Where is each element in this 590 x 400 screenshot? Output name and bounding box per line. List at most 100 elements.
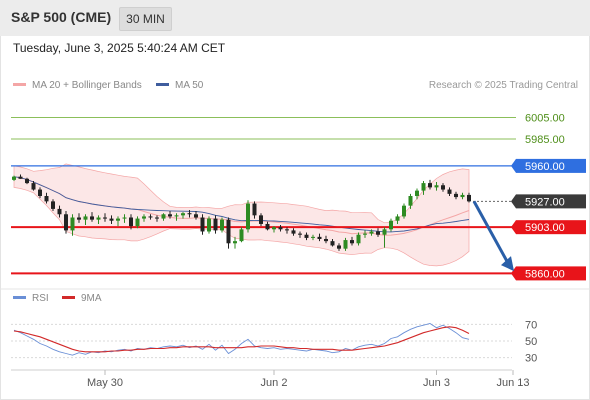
candle-body <box>12 176 16 180</box>
x-tick-label: Jun 13 <box>496 377 529 389</box>
candle-body <box>135 218 140 227</box>
candle-body <box>70 217 75 231</box>
ma50-legend-label: MA 50 <box>175 80 204 91</box>
candle-body <box>415 190 419 196</box>
candle-body <box>31 183 36 190</box>
candle-body <box>207 218 211 232</box>
candle-body <box>239 229 244 242</box>
level-label: 5960.00 <box>525 161 565 173</box>
timeframe-button[interactable]: 30 MIN <box>119 7 172 31</box>
rsi-legend-label: RSI <box>32 293 49 304</box>
candle-body <box>421 183 426 191</box>
candle-body <box>252 203 257 216</box>
candle-body <box>350 240 354 244</box>
level-tag-support <box>516 266 586 281</box>
candle-body <box>148 216 153 218</box>
level-label: 5927.00 <box>525 196 565 208</box>
candle-body <box>213 218 218 231</box>
candle-body <box>265 223 270 230</box>
candle-body <box>122 217 127 219</box>
ma50-swatch <box>156 82 169 86</box>
candle-body <box>57 208 62 215</box>
candle-body <box>382 229 387 235</box>
candle-body <box>291 230 296 234</box>
candle-body <box>226 219 231 244</box>
candle-body <box>259 215 263 224</box>
bollinger-legend-label: MA 20 + Bollinger Bands <box>32 80 142 91</box>
candle-body <box>363 233 367 235</box>
timestamp: Tuesday, June 3, 2025 5:40:24 AM CET <box>13 41 226 55</box>
level-label: 5860.00 <box>525 268 565 280</box>
level-tag-resistance <box>516 158 586 173</box>
candle-body <box>304 234 309 238</box>
candle-body <box>278 227 283 230</box>
bollinger-band <box>13 163 470 267</box>
candle-body <box>272 227 276 230</box>
candle-body <box>467 194 471 202</box>
ma50-line <box>13 176 470 233</box>
candle-body <box>389 220 393 230</box>
candle-body <box>356 234 361 244</box>
candle-body <box>454 193 458 198</box>
candle-body <box>395 216 400 221</box>
credit-text: Research © 2025 Trading Central <box>428 80 578 91</box>
rsi-ma-swatch <box>62 295 75 299</box>
candle-body <box>51 201 55 209</box>
candle-body <box>129 217 133 227</box>
candle-body <box>181 213 185 216</box>
candle-body <box>161 214 166 219</box>
candle-body <box>460 194 465 198</box>
candle-body <box>96 217 101 220</box>
candle-body <box>369 231 374 234</box>
candle-body <box>337 245 341 249</box>
x-tick-label: May 30 <box>87 377 123 389</box>
candle-body <box>376 231 380 235</box>
candle-body <box>18 176 23 179</box>
candle-body <box>155 217 159 219</box>
level-tag-support <box>516 220 586 235</box>
level-tag-last <box>516 194 586 209</box>
level-label: 6005.00 <box>525 113 565 125</box>
rsi-tick-label: 30 <box>525 353 537 365</box>
candle-body <box>311 236 315 238</box>
candle-body <box>324 239 328 242</box>
candle-body <box>285 229 289 231</box>
bollinger-legend: MA 20 + Bollinger Bands <box>13 80 142 91</box>
candle-body <box>428 183 432 188</box>
candle-body <box>109 218 114 221</box>
candle-body <box>38 189 42 196</box>
level-tag-pointer <box>511 158 516 173</box>
rsi-swatch <box>13 295 26 299</box>
candle-body <box>116 218 120 221</box>
rsi-tick-label: 70 <box>525 319 537 331</box>
candle-body <box>330 241 335 246</box>
candle-body <box>447 189 452 194</box>
rsi-ma-legend-label: 9MA <box>81 293 102 304</box>
rsi-legend: RSI <box>13 293 49 304</box>
level-tag-pointer <box>511 194 516 209</box>
x-tick-label: Jun 2 <box>261 377 288 389</box>
rsi-tick-label: 50 <box>525 336 537 348</box>
candle-body <box>298 233 302 235</box>
candle-body <box>194 214 198 218</box>
instrument-title: S&P 500 (CME) <box>11 9 112 25</box>
rsi-ma-legend: 9MA <box>62 293 102 304</box>
ma50-legend: MA 50 <box>156 80 203 91</box>
candle-body <box>317 236 322 239</box>
level-tag-pointer <box>511 266 516 281</box>
candle-body <box>77 217 81 220</box>
projection-arrow-head <box>501 256 514 272</box>
candle-body <box>220 219 224 231</box>
rsi-line <box>13 323 470 356</box>
level-label: 5903.00 <box>525 222 565 234</box>
bollinger-swatch <box>13 82 26 86</box>
candle-body <box>441 185 445 190</box>
candle-body <box>142 216 146 219</box>
x-tick-label: Jun 3 <box>423 377 450 389</box>
level-tag-pointer <box>511 220 516 235</box>
candle-body <box>103 217 107 219</box>
candle-body <box>343 240 348 249</box>
candle-body <box>434 185 439 188</box>
candle-body <box>174 215 179 217</box>
